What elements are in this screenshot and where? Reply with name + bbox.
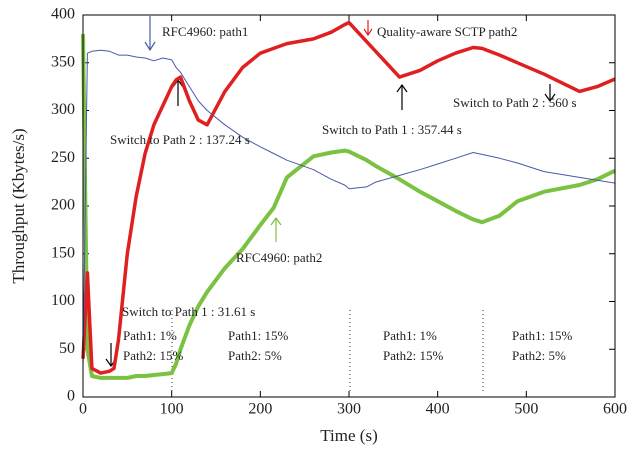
region-label: Path1: 15% (228, 328, 288, 343)
annotation: Switch to Path 1 : 31.61 s (122, 304, 255, 319)
y-tick-label: 400 (51, 6, 75, 23)
arrows (105, 16, 556, 368)
x-tick-label: 200 (248, 401, 272, 418)
x-tick-label: 400 (426, 401, 450, 418)
x-axis-label: Time (s) (320, 426, 377, 445)
series-label: RFC4960: path1 (162, 24, 248, 39)
y-tick-label: 250 (51, 149, 75, 166)
region-label: Path2: 15% (383, 348, 443, 363)
series-line (81, 34, 616, 380)
annotation: Switch to Path 2 : 560 s (453, 95, 577, 110)
series-line (82, 49, 616, 369)
x-tick-label: 600 (603, 401, 627, 418)
y-tick-label: 350 (51, 53, 75, 70)
x-tick-label: 300 (337, 401, 361, 418)
dividers (171, 310, 484, 392)
y-tick-label: 200 (51, 197, 75, 214)
annotation: Switch to Path 1 : 357.44 s (322, 122, 462, 137)
arrow (270, 216, 282, 242)
y-tick-label: 50 (59, 340, 75, 357)
arrow (144, 16, 156, 52)
x-tick-label: 100 (160, 401, 184, 418)
y-tick-label: 150 (51, 244, 75, 261)
region-label: Path1: 1% (123, 328, 177, 343)
x-tick-label: 0 (79, 401, 87, 418)
arrow (396, 83, 408, 110)
series-label: Quality-aware SCTP path2 (377, 24, 517, 39)
y-tick-label: 100 (51, 292, 75, 309)
series-line (81, 20, 616, 375)
x-tick-label: 500 (514, 401, 538, 418)
region-label: Path1: 15% (512, 328, 572, 343)
region-label: Path1: 1% (383, 328, 437, 343)
region-label: Path2: 5% (228, 348, 282, 363)
y-tick-label: 300 (51, 101, 75, 118)
series-label: RFC4960: path2 (236, 250, 322, 265)
annotation: Switch to Path 2 : 137.24 s (110, 132, 250, 147)
y-tick-label: 0 (67, 388, 75, 405)
y-axis-label: Throughput (Kbytes/s) (9, 128, 28, 283)
region-label: Path2: 5% (512, 348, 566, 363)
arrow (544, 84, 556, 103)
plot-frame (82, 14, 616, 398)
region-label: Path2: 15% (123, 348, 183, 363)
arrow (363, 20, 373, 37)
